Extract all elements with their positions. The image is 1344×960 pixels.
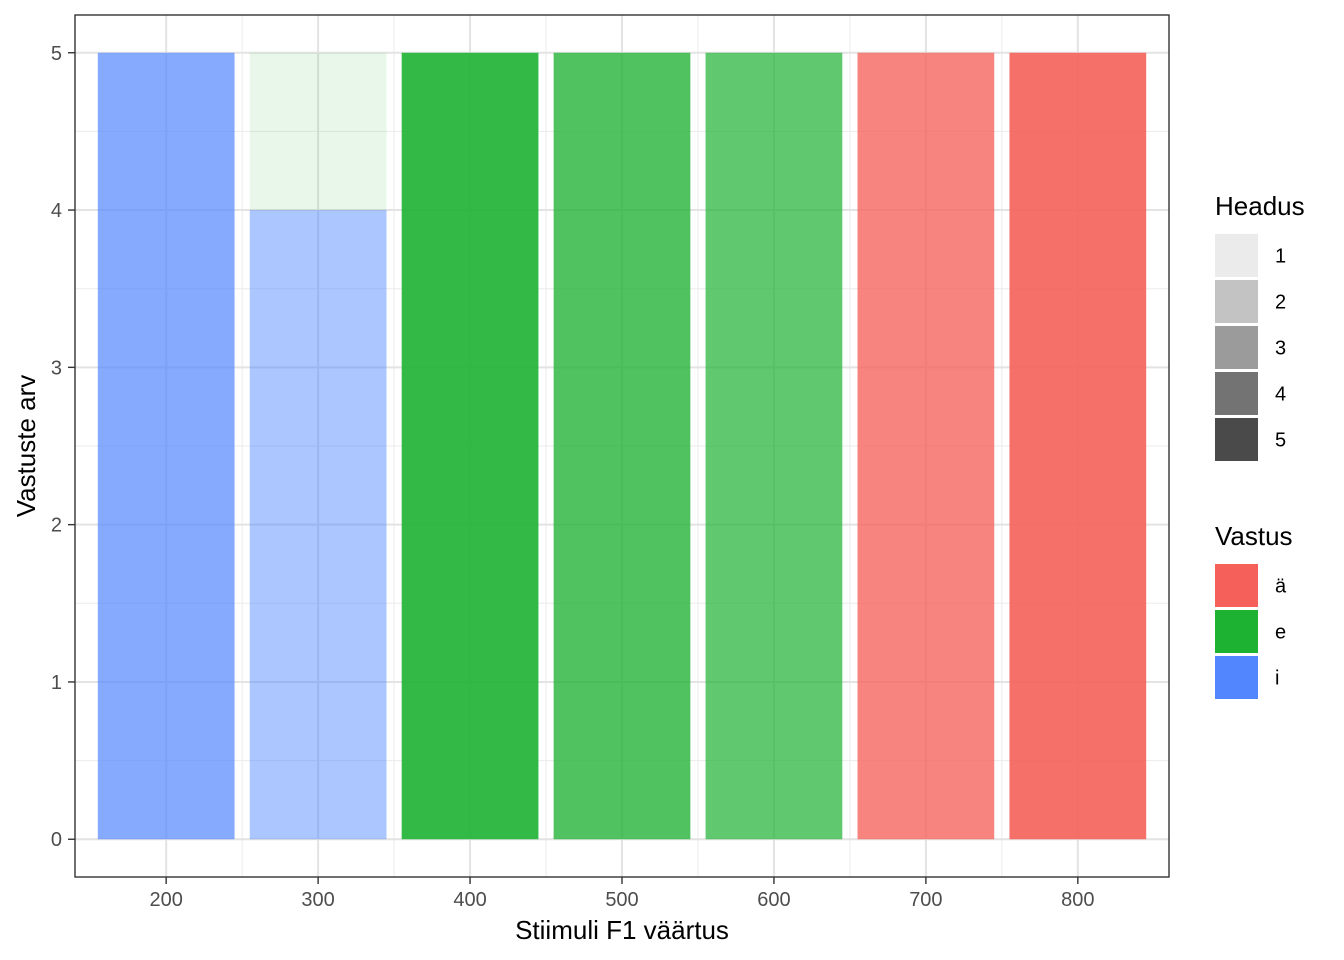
- y-tick-label: 3: [51, 357, 62, 379]
- x-tick-label: 700: [909, 889, 942, 911]
- x-tick-label: 200: [149, 889, 182, 911]
- legend-headus-key: [1215, 372, 1258, 415]
- legend-vastus-label: i: [1275, 668, 1279, 690]
- bars: [97, 52, 1147, 840]
- bar-500-e: [553, 52, 691, 840]
- legend-vastus-key: [1215, 656, 1258, 699]
- legend-headus-key: [1215, 280, 1258, 323]
- y-tick-label: 5: [51, 43, 62, 65]
- bar-700-a-umlaut: [857, 52, 995, 840]
- legend-headus-label: 3: [1275, 338, 1286, 360]
- bar-600-e: [705, 52, 843, 840]
- y-tick-label: 0: [51, 829, 62, 851]
- axes: 200 300 400 500 600 700 800 0 1 2 3 4 5: [51, 43, 1095, 911]
- x-axis-title: Stiimuli F1 väärtus: [515, 915, 729, 945]
- x-tick-label: 600: [757, 889, 790, 911]
- legend-headus-label: 2: [1275, 292, 1286, 314]
- bar-200-i: [97, 52, 235, 840]
- legend-vastus-label: e: [1275, 622, 1286, 644]
- legend-vastus: Vastus ä e i: [1215, 521, 1293, 699]
- bar-400-e: [401, 52, 539, 840]
- x-tick-label: 500: [605, 889, 638, 911]
- bar-800-a-umlaut: [1009, 52, 1147, 840]
- y-tick-label: 1: [51, 672, 62, 694]
- legend-vastus-key: [1215, 564, 1258, 607]
- y-tick-label: 4: [51, 200, 62, 222]
- legend-headus-label: 4: [1275, 384, 1286, 406]
- legend-headus-key: [1215, 234, 1258, 277]
- bar-300-e: [249, 52, 387, 211]
- legend-headus-key: [1215, 326, 1258, 369]
- legend-vastus-title: Vastus: [1215, 521, 1293, 551]
- bar-300-i: [249, 210, 387, 840]
- y-tick-label: 2: [51, 515, 62, 537]
- x-tick-label: 400: [453, 889, 486, 911]
- legend-headus-title: Headus: [1215, 191, 1305, 221]
- legend-vastus-key: [1215, 610, 1258, 653]
- legend-headus: Headus 1 2 3 4 5: [1215, 191, 1305, 461]
- legend-headus-label: 5: [1275, 430, 1286, 452]
- legend: Headus 1 2 3 4 5 Vastus ä e i: [1215, 191, 1305, 699]
- legend-headus-label: 1: [1275, 246, 1286, 268]
- legend-headus-key: [1215, 418, 1258, 461]
- x-tick-label: 300: [301, 889, 334, 911]
- legend-vastus-label: ä: [1275, 576, 1287, 598]
- x-tick-label: 800: [1061, 889, 1094, 911]
- y-axis-title: Vastuste arv: [11, 375, 41, 518]
